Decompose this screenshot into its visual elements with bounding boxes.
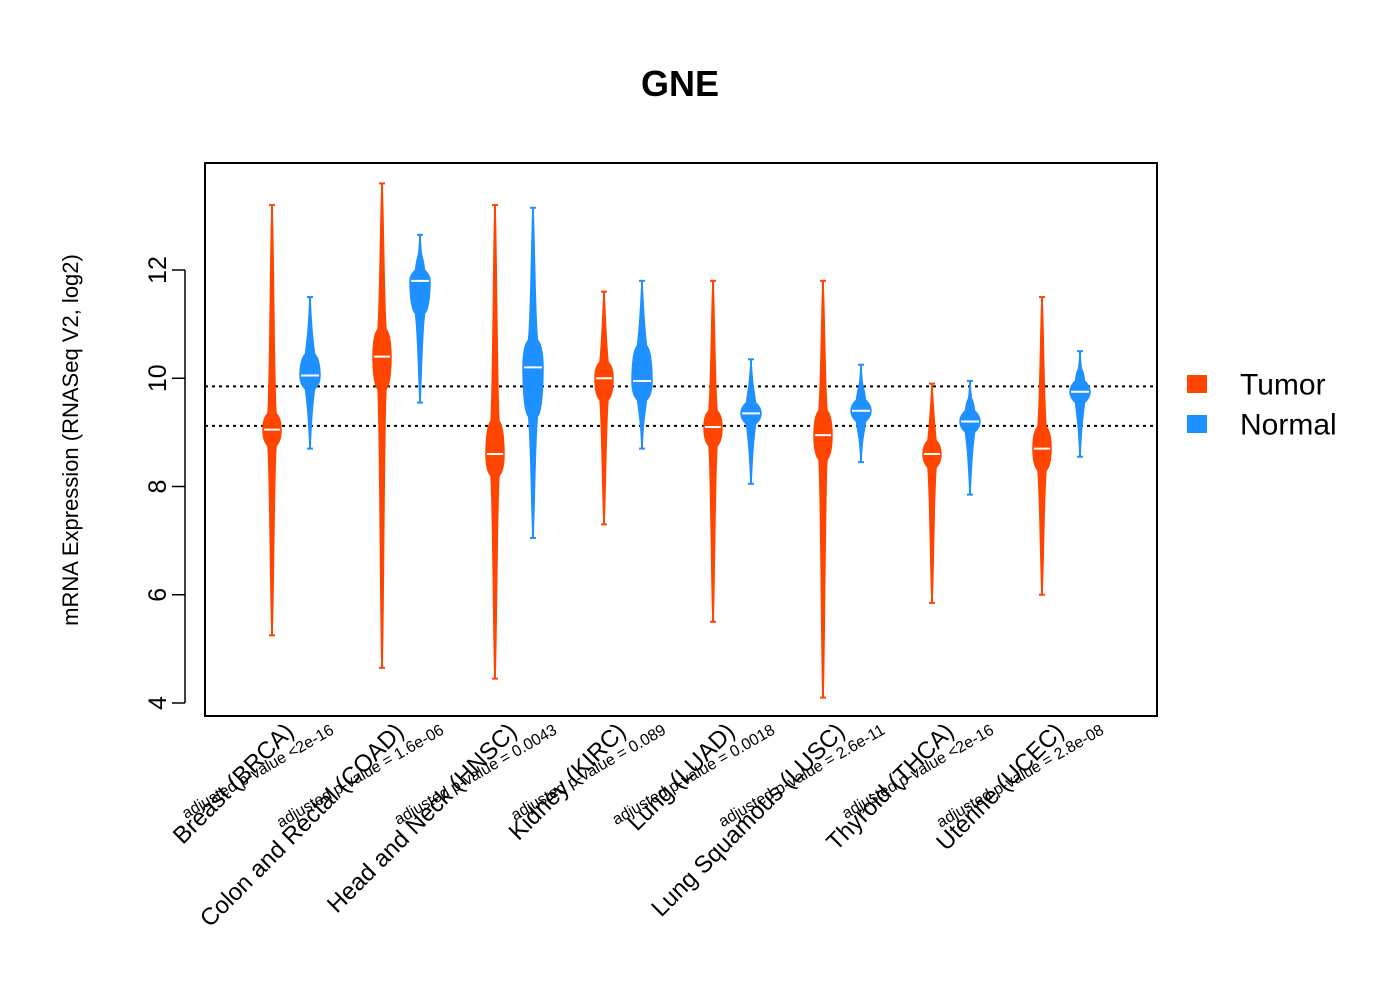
plot-area [204,162,1158,717]
violin-group [262,204,321,637]
legend-label: Tumor [1240,369,1326,402]
violin-group [1032,296,1091,596]
y-tick-label: 8 [144,480,172,494]
legend-swatch [1187,375,1207,393]
reference-lines [205,385,1157,427]
y-tick-label: 6 [144,588,172,602]
x-axis-labels: Breast (BRCA)adjusted p-value <2e-16Colo… [168,718,1107,932]
violin-group [813,279,872,699]
y-tick-label: 4 [144,696,172,710]
violin-group [922,379,981,604]
legend-swatch [1187,415,1207,433]
y-tick-label: 12 [144,256,172,284]
violin-group [485,204,544,680]
violin-group [703,279,762,623]
legend-label: Normal [1240,409,1337,442]
y-axis-label: mRNA Expression (RNASeq V2, log2) [58,254,83,626]
violin-group [372,182,431,669]
chart-title: GNE [641,63,719,104]
y-axis: 4 6 8 10 12 [144,256,186,710]
violins-group [262,182,1091,699]
violin-group [594,279,653,526]
y-tick-label: 10 [144,364,172,392]
legend: Tumor Normal [1187,369,1337,442]
plot-frame [204,162,1158,717]
